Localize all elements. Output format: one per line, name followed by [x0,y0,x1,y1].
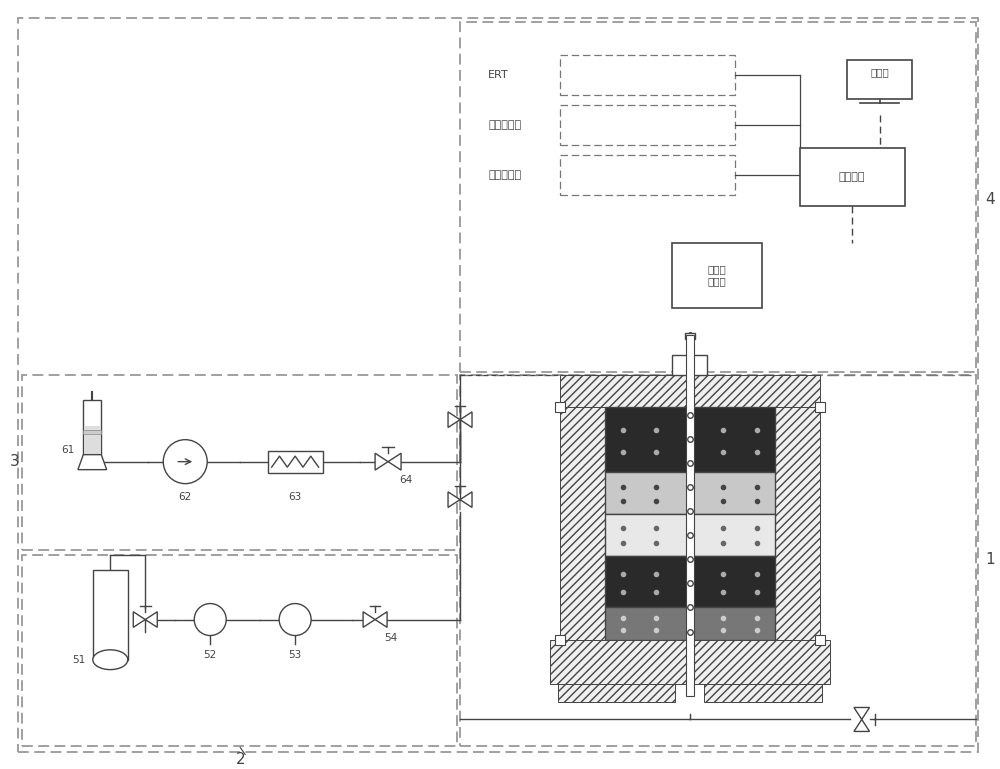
Bar [704,684,822,702]
Bar [560,105,735,145]
Bar [605,472,775,514]
Text: 温度传感器: 温度传感器 [488,170,521,180]
Polygon shape [78,454,107,470]
Polygon shape [388,453,401,470]
Polygon shape [854,707,870,720]
Text: 2: 2 [235,752,245,767]
Text: 61: 61 [62,444,75,454]
Bar [605,407,775,472]
Circle shape [279,604,311,635]
Text: 51: 51 [72,654,85,664]
Text: 4: 4 [985,192,994,208]
Bar [815,401,825,411]
Bar [560,55,735,95]
Text: 3: 3 [9,454,19,469]
Bar [268,451,323,473]
Bar [775,407,820,640]
Circle shape [163,440,207,484]
Bar [847,61,912,99]
Text: 数据采集: 数据采集 [839,171,865,182]
Polygon shape [448,412,460,428]
Bar [672,355,707,375]
Text: 64: 64 [399,474,413,484]
Bar [560,155,735,195]
Bar [605,607,775,640]
Polygon shape [460,492,472,508]
Ellipse shape [93,650,128,670]
Bar [22,375,457,550]
Polygon shape [448,492,460,508]
Text: 54: 54 [384,633,398,643]
Bar [560,407,605,640]
Bar [93,570,128,660]
Text: 52: 52 [204,650,217,660]
Text: 53: 53 [289,650,302,660]
Bar [555,634,565,644]
Bar [460,22,976,371]
Polygon shape [363,612,375,628]
Polygon shape [460,412,472,428]
Bar [83,430,101,434]
Circle shape [194,604,226,635]
Bar [605,514,775,556]
Text: 计算机: 计算机 [870,67,889,77]
Bar [560,375,820,407]
Text: 62: 62 [179,491,192,501]
Polygon shape [133,612,145,628]
Bar [672,243,762,308]
Bar [550,640,830,684]
Text: 内穚镜
显示屏: 内穚镜 显示屏 [707,265,726,286]
Text: 压力传感器: 压力传感器 [488,120,521,130]
Bar [685,333,695,339]
Bar [22,554,457,747]
Bar [555,401,565,411]
Text: 63: 63 [289,491,302,501]
Polygon shape [145,612,157,628]
Bar [800,148,905,206]
Polygon shape [854,720,870,731]
Bar [686,335,694,697]
Polygon shape [375,612,387,628]
Text: 1: 1 [985,552,994,567]
Bar [605,556,775,607]
Bar [558,684,675,702]
Text: ERT: ERT [488,70,509,80]
Bar [815,634,825,644]
Bar [460,375,976,747]
Polygon shape [375,453,388,470]
Bar [83,400,101,454]
Bar [84,426,100,454]
